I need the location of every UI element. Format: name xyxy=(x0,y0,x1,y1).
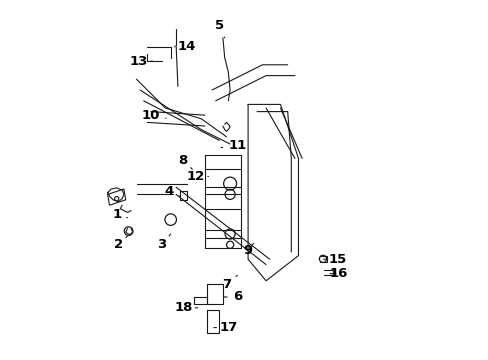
Text: 4: 4 xyxy=(164,185,179,198)
Text: 16: 16 xyxy=(329,267,347,280)
Text: 13: 13 xyxy=(129,55,152,68)
Text: 9: 9 xyxy=(243,243,253,257)
Text: 12: 12 xyxy=(186,170,208,183)
Text: 6: 6 xyxy=(224,291,242,303)
Text: 14: 14 xyxy=(174,40,196,53)
Text: 10: 10 xyxy=(142,109,166,122)
Text: 8: 8 xyxy=(178,154,192,169)
Text: 15: 15 xyxy=(323,253,346,266)
Text: 5: 5 xyxy=(214,19,224,38)
Text: 1: 1 xyxy=(112,208,127,221)
Text: 18: 18 xyxy=(174,301,197,314)
Text: 17: 17 xyxy=(213,321,237,334)
Text: 2: 2 xyxy=(114,236,127,251)
Text: 11: 11 xyxy=(221,139,246,152)
Text: 3: 3 xyxy=(157,234,170,251)
Text: 7: 7 xyxy=(222,275,237,291)
